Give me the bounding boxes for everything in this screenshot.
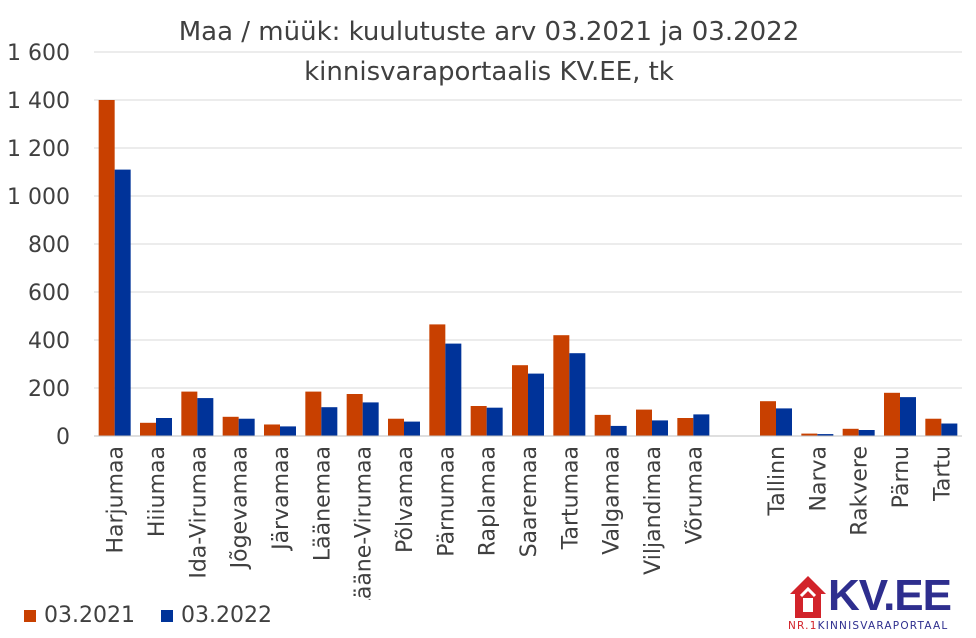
bar-03.2022-Põlvamaa [404,421,420,436]
legend-item-2022: 03.2022 [160,603,272,628]
bar-03.2021-Lääne-Virumaa [346,394,363,436]
x-tick-label: Raplamaa [476,446,501,556]
y-tick-label: 1 200 [7,137,70,162]
bar-03.2021-Harjumaa [98,100,115,436]
y-tick-label: 800 [28,233,70,258]
logo-tag-prefix: NR.1 [788,620,818,632]
bar-03.2021-Võrumaa [677,418,694,436]
bar-03.2021-Viljandimaa [636,409,652,436]
legend-label-2022: 03.2022 [180,603,272,628]
bar-03.2021-Saaremaa [512,365,528,436]
bar-03.2021-Valgamaa [594,414,611,436]
bar-03.2022-Läänemaa [321,407,338,436]
bar-03.2021-Jõgevamaa [222,416,239,436]
legend-item-2021: 03.2021 [24,603,135,628]
bar-03.2021-Põlvamaa [388,418,404,436]
y-axis-ticks: 0 200 400 600 800 1 000 1 200 1 400 1 600 [7,41,70,450]
bar-03.2021-Ida-Virumaa [181,391,198,436]
x-tick-label: Pärnu [889,446,914,508]
bar-03.2021-Tartumaa [553,335,570,436]
x-tick-label: Ida-Virumaa [186,446,211,579]
bar-03.2021-Hiiumaa [140,422,156,436]
x-tick-label: Harjumaa [104,446,129,554]
x-tick-label: Võrumaa [682,446,707,544]
bar-03.2022-Tartumaa [569,353,586,436]
logo-tagline: NR.1KINNISVARAPORTAAL [788,620,948,632]
chart-subtitle: kinnisvaraportaalis KV.EE, tk [304,57,674,87]
bar-03.2022-Viljandimaa [652,420,668,436]
bar-03.2022-Järvamaa [280,426,296,436]
bar-03.2022-Tartu [941,423,958,436]
bar-03.2022-Hiiumaa [156,418,172,436]
legend-swatch-2022 [160,609,173,622]
y-tick-label: 400 [28,329,70,354]
legend-swatch-2021 [24,609,36,622]
logo-wordmark: KV.EE [828,571,952,620]
x-tick-label: Pärnumaa [434,446,459,557]
bar-03.2022-Saaremaa [528,373,544,436]
y-tick-label: 1 000 [7,185,70,210]
legend-label-2021: 03.2021 [44,603,135,628]
y-tick-label: 0 [56,425,70,450]
x-tick-label: Valgamaa [600,446,625,555]
bar-03.2022-Harjumaa [114,169,131,436]
bar-03.2022-Pärnu [900,397,916,436]
bar-03.2022-Rakvere [858,430,875,436]
x-tick-label: Tartu [930,446,955,502]
logo-tag-rest: KINNISVARAPORTAAL [817,620,949,632]
house-logo-icon [790,576,826,618]
x-tick-label: Narva [806,446,831,511]
bar-03.2021-Järvamaa [264,424,280,436]
x-tick-label: Lääne-Virumaa [352,446,377,600]
bar-03.2021-Pärnumaa [429,324,446,436]
bar-03.2022-Ida-Virumaa [197,398,214,436]
legend: 03.2021 03.2022 [24,603,272,628]
bar-03.2022-Pärnumaa [445,343,462,436]
x-tick-label: Tartumaa [558,446,583,550]
bar-03.2021-Pärnu [884,392,900,436]
x-tick-label: Läänemaa [310,446,335,561]
y-tick-label: 200 [28,377,70,402]
bar-03.2021-Tartu [925,418,942,436]
x-tick-label: Tallinn [765,446,790,517]
bar-03.2021-Narva [801,433,818,436]
x-tick-label: Hiiumaa [145,446,170,537]
bar-03.2021-Tallinn [760,401,776,436]
bar-03.2021-Läänemaa [305,391,322,436]
y-tick-label: 1 600 [7,41,70,66]
x-axis-labels: Harjumaa Hiiumaa Ida-Virumaa Jõgevamaa Järva… [104,446,956,600]
bar-chart: 0 200 400 600 800 1 000 1 200 1 400 1 600 Harjum… [7,17,962,600]
x-tick-label: Järvamaa [269,446,294,552]
y-tick-label: 600 [28,281,70,306]
y-tick-label: 1 400 [7,89,70,114]
bar-03.2022-Jõgevamaa [238,418,255,436]
x-tick-label: Saaremaa [517,446,542,557]
x-tick-label: Rakvere [848,446,873,536]
x-tick-label: Põlvamaa [393,446,418,553]
bars [98,100,958,436]
bar-03.2022-Tallinn [776,408,792,436]
x-tick-label: Jõgevamaa [228,446,253,570]
bar-03.2022-Narva [817,434,834,436]
gridlines [94,51,962,389]
chart-title: Maa / müük: kuulutuste arv 03.2021 ja 03… [179,17,800,47]
bar-03.2022-Valgamaa [610,425,627,436]
bar-03.2021-Raplamaa [470,406,487,436]
kv-ee-logo: KV.EE NR.1KINNISVARAPORTAAL [786,570,972,634]
bar-03.2021-Rakvere [842,428,859,436]
bar-03.2022-Lääne-Virumaa [362,402,379,436]
bar-03.2022-Raplamaa [486,407,503,436]
x-tick-label: Viljandimaa [641,446,666,575]
bar-03.2022-Võrumaa [693,414,710,436]
